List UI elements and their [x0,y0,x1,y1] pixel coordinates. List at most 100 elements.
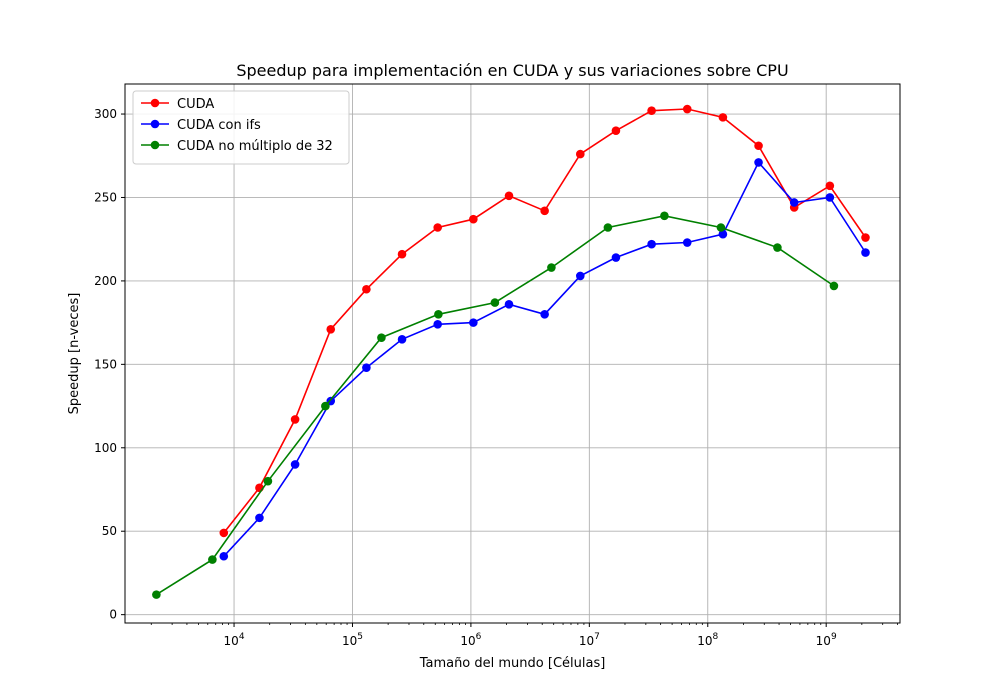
data-point [434,309,443,319]
data-point [504,191,514,201]
data-point [290,415,300,424]
data-point [469,318,478,327]
data-point [861,233,870,242]
data-point [433,223,442,232]
data-point [611,253,621,262]
data-point [219,551,229,561]
data-point [716,223,726,232]
x-tick-label-exponent: 5 [357,632,363,642]
data-point [219,528,229,538]
legend-entry: CUDA [141,97,214,112]
data-point [754,158,763,167]
x-tick-label: 107 [579,632,600,648]
data-point [611,126,621,136]
data-point [504,299,514,309]
data-point [754,141,763,151]
x-tick-label: 106 [460,632,481,648]
x-tick-label-base: 10 [697,634,712,648]
data-point [290,460,300,469]
legend-label: CUDA con ifs [177,118,261,133]
series-0 [219,104,870,538]
legend-entry: CUDA no múltiplo de 32 [141,139,333,154]
series-line [155,214,835,596]
data-point [362,284,371,294]
data-point [789,198,799,207]
legend-label: CUDA no múltiplo de 32 [177,139,333,154]
legend-marker [150,98,160,108]
data-point [208,555,217,564]
data-point [263,476,273,486]
data-point [397,335,407,344]
data-point [575,149,585,159]
x-tick-label-exponent: 9 [831,632,837,642]
x-tick-label-base: 10 [224,634,239,648]
data-point [540,206,549,216]
series-2 [152,211,839,599]
data-point [377,333,386,342]
legend: CUDA CUDA con ifs CUDA no múltiplo de 32 [132,90,350,165]
data-point [718,229,728,239]
data-point [825,181,835,191]
y-tick-label: 250 [94,190,117,204]
plot-frame [124,83,901,624]
series-line [223,160,867,557]
series-1 [219,158,870,561]
legend-marker [150,119,160,129]
y-tick-label: 100 [94,441,117,455]
data-point [773,243,782,252]
data-point [660,211,669,221]
data-point [647,239,656,249]
y-axis-ticks: 0 50 100 150 200 250 300 [94,107,125,622]
data-point [547,263,556,272]
data-point [825,193,835,202]
x-axis-ticks: 104 105 106 107 108 109 [150,623,898,648]
data-point [397,249,407,259]
x-tick-label: 105 [342,632,363,648]
x-tick-label-base: 10 [460,634,475,648]
legend-marker [150,140,160,150]
data-point [152,590,161,599]
x-tick-label-exponent: 4 [239,632,245,642]
data-point [362,363,371,372]
data-point [540,309,549,319]
x-tick-label-base: 10 [579,634,594,648]
data-point [603,223,613,232]
x-tick-label: 109 [816,632,837,648]
data-point [490,298,500,307]
data-point [469,214,478,224]
data-point [647,106,656,115]
x-tick-label-exponent: 8 [713,632,719,642]
y-tick-label: 150 [94,357,117,371]
data-point [718,113,728,122]
x-tick-label-base: 10 [342,634,357,648]
data-point [682,238,692,247]
data-point [321,401,330,411]
grid [125,84,900,623]
chart-title: Speedup para implementación en CUDA y su… [236,61,788,80]
x-tick-label: 104 [224,632,245,648]
x-tick-label-exponent: 7 [594,632,600,642]
data-point [575,271,585,281]
y-tick-label: 200 [94,274,117,288]
x-tick-label: 108 [697,632,718,648]
data-point [433,319,442,329]
y-tick-label: 50 [102,524,117,538]
data-point [861,248,870,257]
data-point [829,281,839,291]
y-tick-label: 0 [109,608,117,622]
y-axis-label: Speedup [n-veces] [67,293,82,415]
series-line [223,108,867,534]
series-lines [152,104,870,599]
y-tick-label: 300 [94,107,117,121]
legend-box [132,90,350,165]
data-point [255,513,264,523]
x-axis-label: Tamaño del mundo [Células] [419,656,606,671]
legend-label: CUDA [177,97,214,112]
legend-entry: CUDA con ifs [141,118,261,133]
data-point [682,104,692,114]
x-tick-label-exponent: 6 [476,632,482,642]
x-tick-label-base: 10 [816,634,831,648]
data-point [326,325,336,334]
